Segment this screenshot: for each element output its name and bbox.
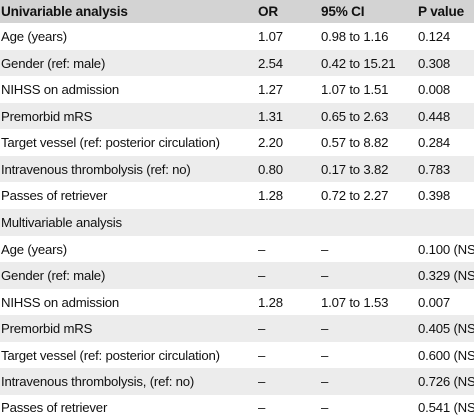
row-label: Intravenous thrombolysis (ref: no) — [1, 161, 191, 177]
row-label: Gender (ref: male) — [1, 268, 106, 283]
table-row: Passes of retriever – – 0.541 (NS) — [0, 395, 474, 419]
row-ci: – — [321, 241, 329, 257]
row-or: – — [258, 399, 266, 415]
table-row: NIHSS on admission 1.27 1.07 to 1.51 0.0… — [0, 76, 474, 103]
row-or: – — [258, 374, 266, 389]
row-or: 1.31 — [258, 108, 283, 124]
header-p-value: P value — [418, 4, 464, 19]
row-p: 0.783 — [418, 161, 451, 177]
row-ci: 1.07 to 1.53 — [321, 294, 389, 310]
row-ci: 0.98 to 1.16 — [321, 29, 389, 44]
row-or: 0.80 — [258, 161, 283, 177]
row-p: 0.329 (NS) — [418, 268, 474, 283]
row-p: 0.284 — [418, 135, 451, 150]
multivariable-analysis-title: Multivariable analysis — [1, 215, 122, 230]
row-label: NIHSS on admission — [1, 82, 120, 97]
table-row: Intravenous thrombolysis (ref: no) 0.80 … — [0, 156, 474, 182]
row-p: 0.726 (NS) — [418, 374, 474, 389]
row-label: Premorbid mRS — [1, 108, 93, 124]
row-label: Intravenous thrombolysis, (ref: no) — [1, 374, 195, 389]
row-ci: – — [321, 347, 329, 363]
row-ci: 0.72 to 2.27 — [321, 188, 389, 203]
table-row: Passes of retriever 1.28 0.72 to 2.27 0.… — [0, 182, 474, 209]
row-label: Target vessel (ref: posterior circulatio… — [1, 347, 220, 363]
row-p: 0.007 — [418, 294, 451, 310]
row-ci: 0.17 to 3.82 — [321, 161, 389, 177]
table-row: Target vessel (ref: posterior circulatio… — [0, 129, 474, 156]
row-label: Age (years) — [1, 241, 67, 257]
row-p: 0.008 — [418, 82, 451, 97]
row-label: NIHSS on admission — [1, 294, 120, 310]
row-ci: 0.57 to 8.82 — [321, 135, 389, 150]
row-or: 1.27 — [258, 82, 283, 97]
multivariable-section-row: Multivariable analysis — [0, 209, 474, 236]
table-header-row: Univariable analysis OR 95% CI P value — [0, 0, 474, 23]
row-p: 0.398 — [418, 188, 451, 203]
row-ci: – — [321, 374, 329, 389]
row-p: 0.124 — [418, 29, 451, 44]
header-or: OR — [258, 4, 278, 19]
row-p: 0.448 — [418, 108, 451, 124]
table-row: Intravenous thrombolysis, (ref: no) – – … — [0, 368, 474, 395]
row-ci: – — [321, 321, 329, 336]
row-label: Target vessel (ref: posterior circulatio… — [1, 135, 220, 150]
table-row: Age (years) – – 0.100 (NS) — [0, 236, 474, 262]
row-or: – — [258, 268, 266, 283]
row-or: 2.54 — [258, 55, 283, 71]
row-label: Premorbid mRS — [1, 321, 93, 336]
row-or: 1.07 — [258, 29, 283, 44]
row-ci: 0.42 to 15.21 — [321, 55, 396, 71]
row-or: – — [258, 347, 266, 363]
table-row: Target vessel (ref: posterior circulatio… — [0, 342, 474, 368]
row-or: 2.20 — [258, 135, 283, 150]
table-row: Premorbid mRS – – 0.405 (NS) — [0, 315, 474, 342]
row-ci: 0.65 to 2.63 — [321, 108, 389, 124]
table-row: Gender (ref: male) 2.54 0.42 to 15.21 0.… — [0, 50, 474, 76]
table-row: Premorbid mRS 1.31 0.65 to 2.63 0.448 — [0, 103, 474, 129]
row-p: 0.100 (NS) — [418, 241, 474, 257]
row-ci: – — [321, 268, 329, 283]
table-row: Gender (ref: male) – – 0.329 (NS) — [0, 262, 474, 289]
row-p: 0.600 (NS) — [418, 347, 474, 363]
row-or: – — [258, 321, 266, 336]
row-ci: 1.07 to 1.51 — [321, 82, 389, 97]
row-or: 1.28 — [258, 294, 283, 310]
row-label: Passes of retriever — [1, 399, 108, 415]
row-ci: – — [321, 399, 329, 415]
table-row: NIHSS on admission 1.28 1.07 to 1.53 0.0… — [0, 289, 474, 315]
row-p: 0.308 — [418, 55, 451, 71]
table-row: Age (years) 1.07 0.98 to 1.16 0.124 — [0, 23, 474, 50]
row-label: Passes of retriever — [1, 188, 108, 203]
row-or: 1.28 — [258, 188, 283, 203]
header-univariable-analysis: Univariable analysis — [1, 4, 128, 19]
row-p: 0.541 (NS) — [418, 399, 474, 415]
row-label: Gender (ref: male) — [1, 55, 106, 71]
header-ci: 95% CI — [321, 4, 365, 19]
row-or: – — [258, 241, 266, 257]
row-p: 0.405 (NS) — [418, 321, 474, 336]
row-label: Age (years) — [1, 29, 67, 44]
